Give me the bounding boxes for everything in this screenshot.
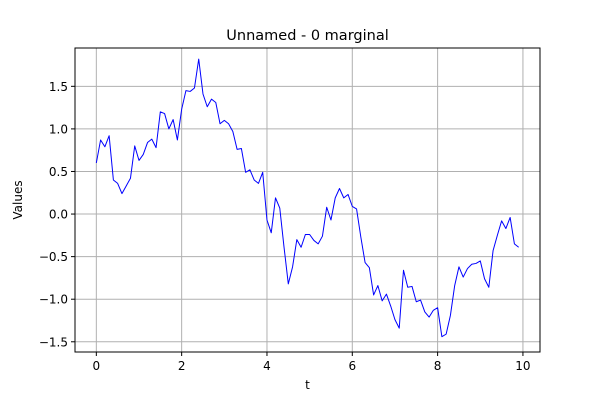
x-tick-label: 4 [263,359,271,373]
y-tick-label: 1.0 [49,122,68,136]
x-tick-label: 0 [93,359,101,373]
ticks: 0 2 4 6 8 10 −1.5 −1.0 −0.5 0.0 0.5 1.0 1.5 [39,80,531,373]
x-tick-label: 8 [434,359,442,373]
y-tick-label: 1.5 [49,80,68,94]
x-axis-label: t [305,378,310,392]
plot-area [75,48,540,352]
series-group [95,58,519,338]
x-tick-label: 2 [178,359,186,373]
y-tick-label: −1.0 [39,293,68,307]
y-tick-label: −1.5 [39,335,68,349]
x-tick-label: 6 [348,359,356,373]
grid [75,48,540,352]
y-axis-label: Values [11,180,25,219]
y-tick-label: 0.5 [49,165,68,179]
y-tick-label: 0.0 [49,208,68,222]
chart-title: Unnamed - 0 marginal [226,28,388,44]
x-tick-label: 10 [515,359,530,373]
series-line [95,58,519,338]
y-tick-label: −0.5 [39,250,68,264]
axes-frame [74,47,541,353]
